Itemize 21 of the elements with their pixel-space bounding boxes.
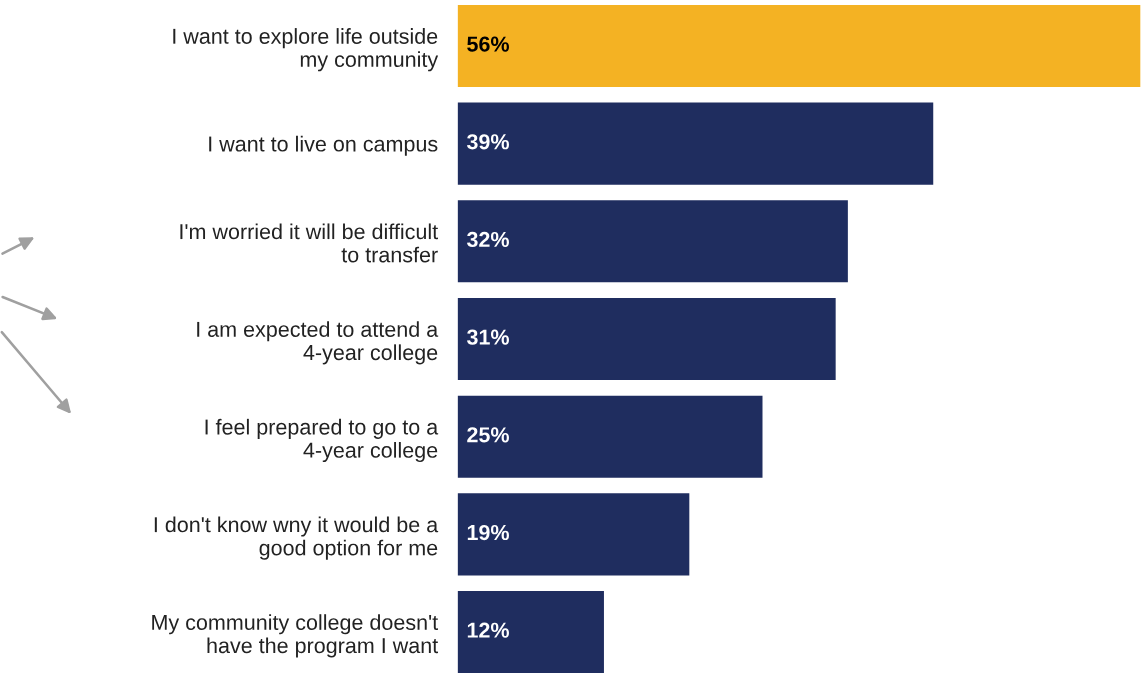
bar	[457, 102, 934, 185]
data-label: 31%	[466, 329, 509, 345]
bar	[457, 4, 1141, 87]
bar	[457, 297, 836, 381]
bar	[457, 591, 604, 674]
y-tick-label: I am expected to attend a 4-year college	[197, 321, 439, 365]
data-label: 25%	[467, 427, 509, 443]
y-tick-label: I want to live on campus	[209, 135, 438, 156]
bar	[457, 200, 848, 283]
data-label: 56%	[467, 36, 509, 52]
data-label: 19%	[467, 524, 509, 541]
data-label: 12%	[467, 622, 509, 638]
y-tick-label: I don't know wny it would be a good option for me	[154, 516, 439, 560]
y-tick-label: I feel prepared to go to a 4-year college	[205, 418, 439, 463]
y-tick-label: My community college doesn't have the program I want	[152, 614, 439, 658]
y-tick-label: I'm worried it will be difficult to transfer	[180, 223, 439, 263]
data-label: 39%	[466, 134, 509, 150]
y-tick-label: I want to explore life outside my community	[173, 28, 439, 72]
bar	[457, 395, 763, 478]
data-label: 32%	[466, 231, 509, 248]
bar	[457, 493, 690, 576]
